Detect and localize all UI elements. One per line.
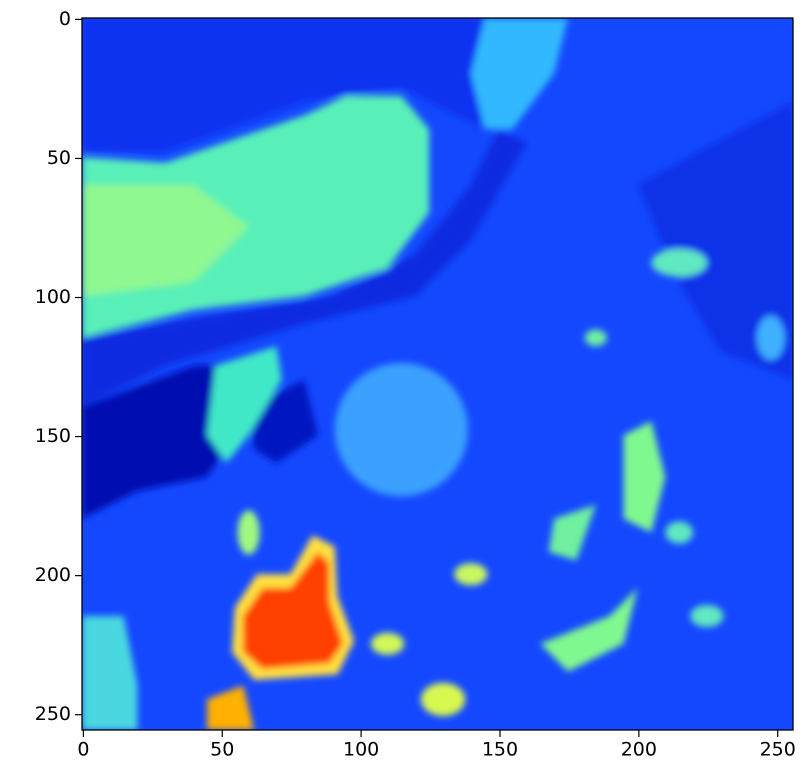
region	[371, 633, 404, 655]
region	[651, 249, 707, 277]
region	[454, 563, 487, 585]
region	[421, 683, 465, 716]
x-tick-label: 150	[482, 739, 518, 761]
x-tick-label: 250	[760, 739, 796, 761]
chart: 0 50 100 150 200 250 0 50 100 150 200 250	[0, 0, 803, 774]
x-tick-label: 100	[343, 739, 379, 761]
region	[690, 605, 723, 627]
y-tick-label: 100	[35, 286, 71, 308]
y-tick-label: 250	[35, 703, 71, 725]
region	[585, 330, 607, 347]
region	[665, 521, 693, 543]
region	[238, 510, 260, 555]
x-tick-label: 200	[621, 739, 657, 761]
page: 050100150200250050100150200250 (() => { …	[0, 0, 803, 778]
region	[335, 363, 468, 497]
image	[79, 15, 796, 733]
x-tick-label: 0	[77, 739, 89, 761]
y-tick-label: 0	[59, 8, 71, 30]
y-tick-label: 150	[35, 425, 71, 447]
x-tick-label: 50	[210, 739, 234, 761]
region	[757, 316, 785, 361]
y-tick-label: 50	[47, 147, 71, 169]
y-tick-label: 200	[35, 564, 71, 586]
